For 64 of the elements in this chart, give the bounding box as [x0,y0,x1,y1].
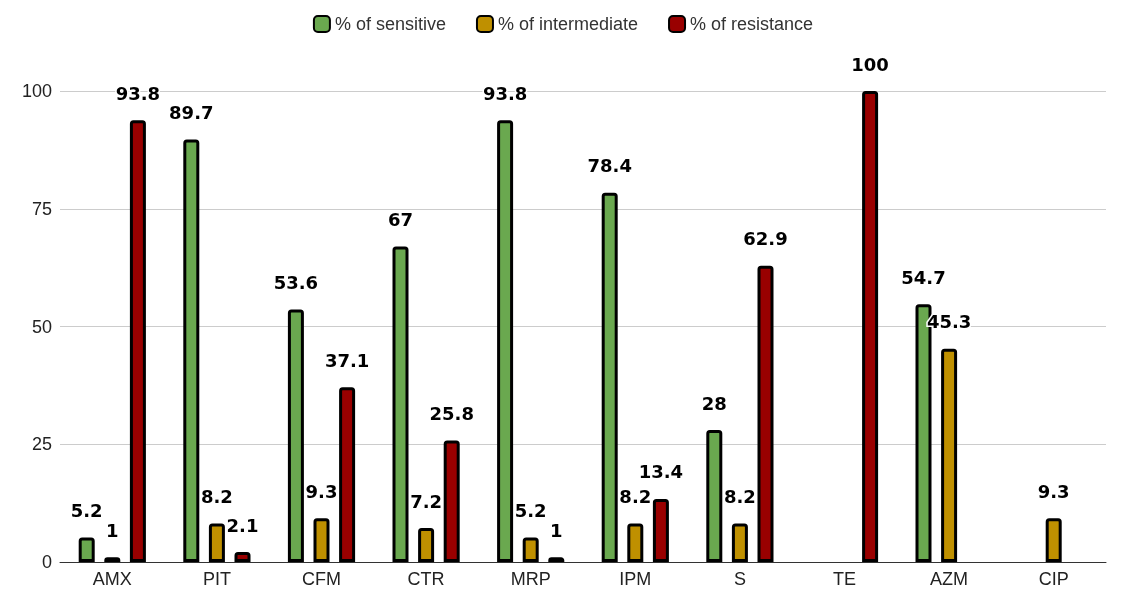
y-tick-label: 50 [31,316,52,337]
bar [1045,518,1062,562]
y-tick-label: 75 [31,198,52,219]
bar [418,528,435,562]
data-label: 89.7 [169,102,214,124]
data-label: 13.4 [638,461,684,483]
bar [601,192,618,562]
data-label: 8.2 [723,485,756,507]
legend-label: % of resistance [690,14,814,34]
bar [652,498,669,562]
x-tick-label: S [733,569,746,589]
bar [522,537,539,562]
data-label: 28 [701,392,727,414]
legend-label: % of intermediate [497,14,639,34]
data-label: 8.2 [619,485,652,507]
data-label: 67 [387,208,414,230]
data-label: 62.9 [743,228,788,250]
x-tick-label: AZM [930,569,969,589]
data-label: 54.7 [901,266,946,288]
data-label: 5.2 [70,500,103,522]
data-label: 25.8 [429,402,474,424]
data-label: 7.2 [410,490,443,512]
x-tick-label: CTR [407,569,445,589]
bar [78,537,95,562]
data-label: 9.3 [1037,480,1070,502]
legend-label: % of sensitive [334,14,446,34]
bar [941,348,958,562]
data-label: 37.1 [324,349,370,371]
bar [627,523,644,562]
y-tick-label: 0 [41,552,52,572]
bar [339,387,356,562]
x-tick-label: CIP [1038,569,1069,589]
x-tick-label: IPM [619,569,652,589]
data-label: 5.2 [514,500,547,522]
data-label: 100 [851,53,889,75]
bar [313,518,330,562]
bar [208,523,225,562]
x-tick-label: TE [832,569,857,589]
bar [443,440,460,562]
bar [731,523,748,562]
bar [392,246,409,562]
bar [287,309,304,562]
data-label: 8.2 [200,485,233,507]
data-label: 9.3 [305,480,338,502]
x-tick-label: AMX [92,569,132,589]
y-tick-label: 100 [21,81,52,101]
bar [706,430,723,562]
data-label: 2.1 [226,514,259,536]
data-label: 1 [106,519,119,541]
x-tick-label: MRP [510,569,551,589]
data-label: 53.6 [273,272,319,294]
x-tick-label: PIT [202,569,231,589]
bar [497,120,514,562]
data-label: 78.4 [587,155,632,177]
bar [183,139,200,562]
data-label: 1 [550,519,563,541]
data-label: 93.8 [115,82,161,104]
bar [234,552,251,562]
bar [757,265,774,562]
bar [129,120,146,562]
x-tick-label: CFM [302,569,341,589]
bar [862,91,879,562]
y-tick-label: 25 [31,434,52,455]
data-label: 93.8 [482,82,528,104]
